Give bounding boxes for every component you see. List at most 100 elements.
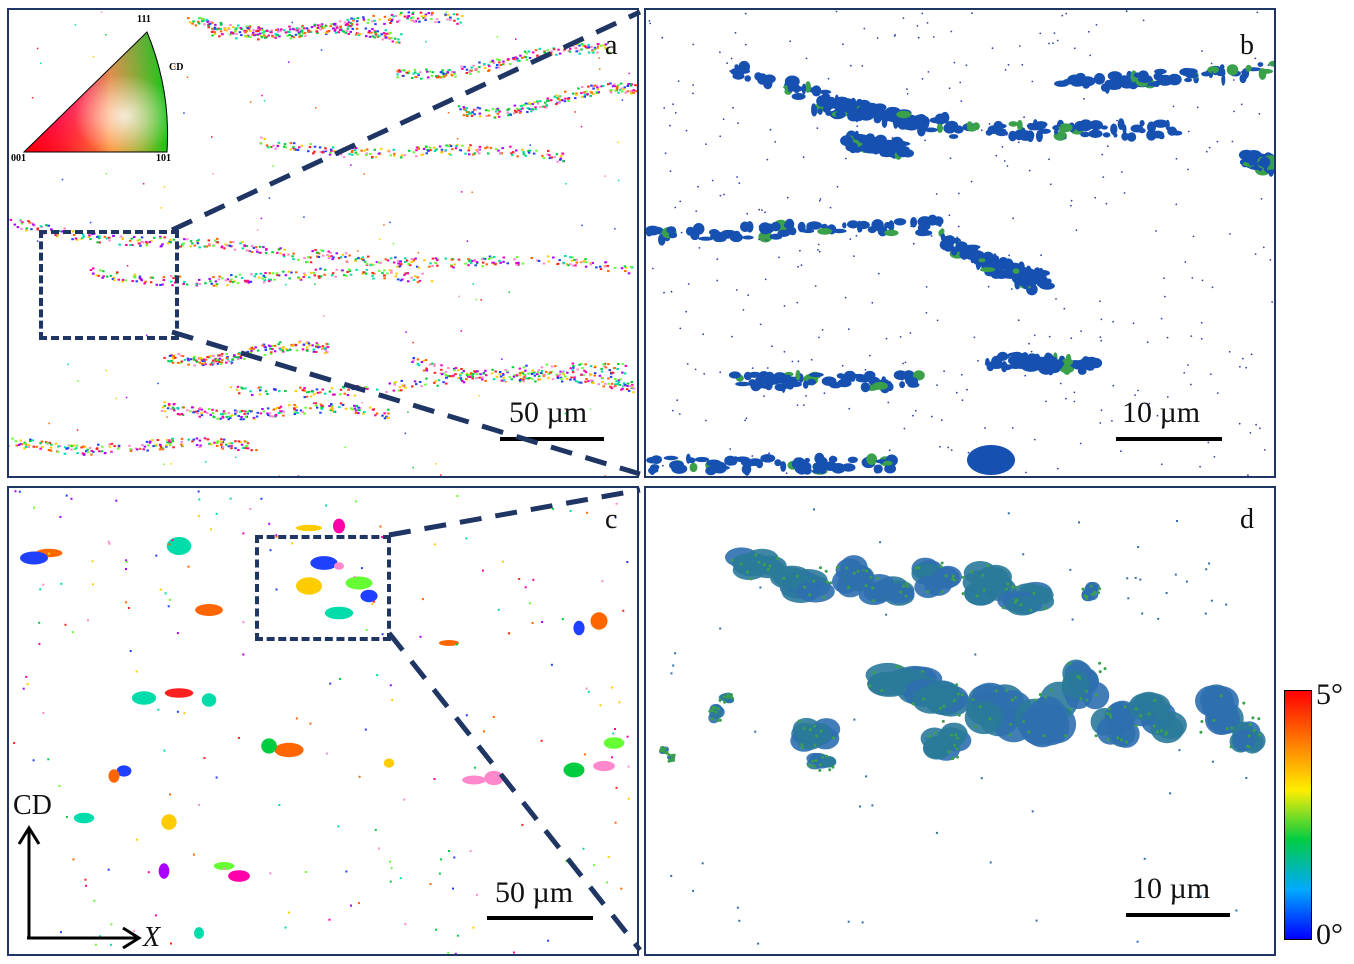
grain: [379, 525, 382, 528]
grain: [757, 942, 760, 945]
grain: [262, 274, 265, 277]
grain: [450, 258, 454, 261]
grain: [300, 144, 304, 147]
grain: [497, 608, 500, 611]
ipf-label-101: 101: [156, 153, 171, 164]
grain: [161, 409, 164, 412]
grain: [517, 263, 520, 266]
grain: [47, 224, 50, 227]
grain: [319, 391, 322, 394]
grain: [211, 136, 213, 138]
grain: [1154, 68, 1167, 75]
grain: [785, 472, 788, 475]
grain: [194, 927, 204, 939]
grain: [583, 753, 586, 756]
grain: [542, 157, 545, 160]
grain: [192, 411, 195, 414]
grain: [460, 368, 463, 370]
grain: [856, 569, 860, 573]
grain: [321, 254, 325, 257]
grain: [204, 282, 207, 285]
grain: [501, 358, 503, 360]
grain: [595, 91, 598, 94]
grain: [314, 404, 318, 407]
grain: [729, 232, 743, 243]
grain: [247, 281, 250, 284]
grain: [544, 370, 548, 373]
grain: [325, 504, 328, 507]
grain: [685, 310, 688, 313]
grain: [988, 717, 992, 721]
grain: [276, 145, 280, 148]
grain: [601, 377, 604, 380]
grain: [311, 344, 314, 347]
grain: [569, 47, 572, 50]
grain: [555, 53, 558, 56]
grain: [85, 884, 87, 887]
grain: [346, 18, 350, 21]
grain: [419, 635, 422, 638]
grain: [296, 577, 322, 595]
grain: [995, 154, 998, 157]
grain: [558, 95, 561, 98]
grain: [356, 17, 359, 20]
grain: [836, 565, 840, 569]
grain: [254, 273, 258, 275]
grain: [819, 198, 822, 200]
grain: [244, 387, 247, 390]
grain: [580, 92, 583, 95]
grain: [234, 440, 237, 443]
grain: [811, 759, 815, 763]
grain: [996, 353, 1010, 360]
grain: [475, 373, 479, 376]
grain: [817, 249, 819, 251]
grain: [180, 437, 184, 440]
grain: [309, 261, 313, 264]
grain: [237, 449, 240, 452]
grain: [977, 359, 979, 362]
grain: [917, 36, 920, 39]
grain: [57, 445, 60, 448]
grain: [313, 274, 317, 277]
grain: [1166, 336, 1169, 339]
grain: [268, 272, 271, 275]
grain: [1269, 259, 1272, 261]
grain: [533, 101, 536, 104]
grain: [535, 149, 538, 152]
grain: [609, 82, 612, 85]
grain: [224, 279, 228, 282]
grain: [163, 186, 166, 188]
grain: [253, 275, 256, 278]
grain: [173, 409, 176, 412]
grain: [802, 466, 812, 475]
grain: [467, 149, 470, 152]
grain: [1192, 235, 1195, 238]
grain: [420, 77, 423, 80]
grain: [818, 336, 820, 339]
grain: [245, 249, 249, 252]
grain: [422, 369, 426, 372]
grain: [543, 51, 547, 54]
grain: [472, 283, 474, 285]
grain: [951, 757, 955, 761]
grain: [197, 238, 200, 241]
grain: [537, 375, 541, 378]
grain: [147, 444, 150, 447]
grain: [590, 84, 593, 87]
grain: [254, 346, 257, 349]
grain: [1260, 198, 1263, 200]
grain: [383, 758, 395, 768]
grain: [515, 374, 519, 377]
grain: [1049, 688, 1053, 692]
grain: [861, 65, 864, 67]
grain: [102, 270, 105, 273]
grain: [321, 151, 324, 154]
grain: [584, 46, 588, 49]
grain: [315, 350, 318, 353]
grain: [354, 147, 358, 149]
grain: [189, 245, 192, 248]
grain: [1006, 165, 1009, 167]
grain: [196, 410, 200, 413]
grain: [390, 269, 393, 272]
grain: [754, 730, 757, 733]
